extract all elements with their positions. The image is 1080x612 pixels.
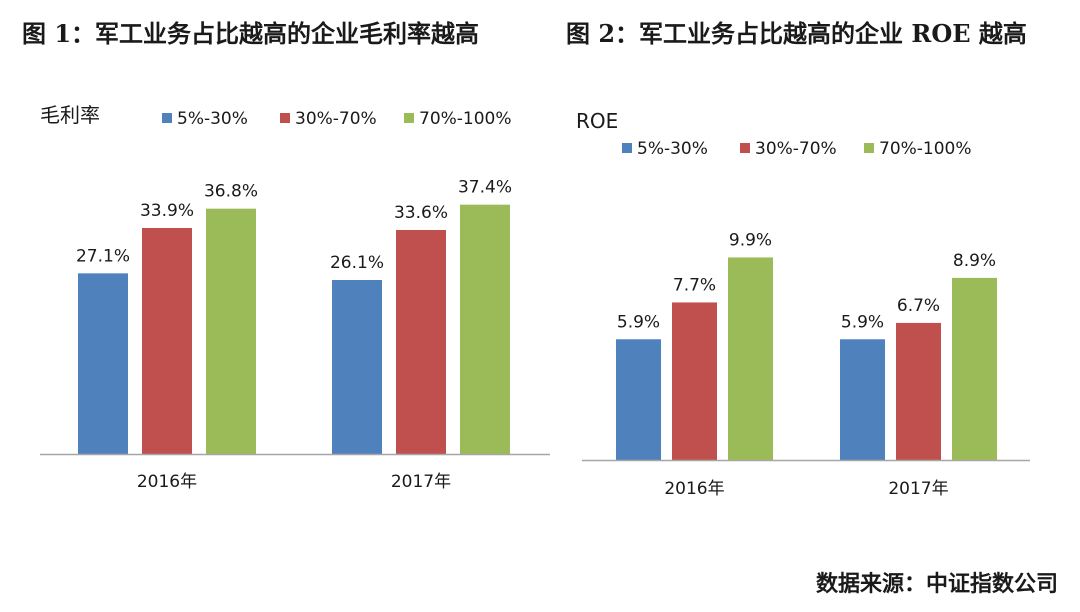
data-label: 8.9% [953, 251, 996, 271]
data-label: 37.4% [458, 178, 512, 198]
gross-margin-chart: 毛利率 5%-30% 30%-70% 70%-100% 27.1% 33.9% 36.8% 2… [40, 103, 550, 492]
y-axis-label: 毛利率 [40, 103, 100, 127]
category-label: 2017年 [888, 479, 948, 499]
legend-swatch [404, 113, 414, 123]
bar [460, 204, 510, 454]
legend-label: 30%-70% [755, 139, 837, 159]
source-note: 数据来源：中证指数公司 [815, 572, 1058, 597]
figure-2-title: 图 2：军工业务占比越高的企业 ROE 越高 [566, 19, 1027, 48]
legend-label: 30%-70% [295, 109, 377, 129]
category-label: 2017年 [391, 472, 451, 492]
category-label: 2016年 [137, 472, 197, 492]
data-label: 33.9% [140, 201, 194, 221]
legend-label: 70%-100% [419, 109, 512, 129]
legend-label: 70%-100% [879, 139, 972, 159]
data-label: 33.6% [394, 203, 448, 223]
data-label: 7.7% [673, 275, 716, 295]
y-axis-label: ROE [576, 109, 618, 133]
bar [332, 280, 382, 454]
legend-swatch [280, 113, 290, 123]
legend-swatch [740, 143, 750, 153]
data-label: 5.9% [841, 312, 884, 332]
legend-label: 5%-30% [177, 109, 248, 129]
roe-chart: ROE 5%-30% 30%-70% 70%-100% 5.9% 7.7% 9.9% 2016… [576, 109, 1030, 499]
data-label: 26.1% [330, 253, 384, 273]
legend-label: 5%-30% [637, 139, 708, 159]
category-label: 2016年 [664, 479, 724, 499]
bar [142, 228, 192, 454]
bar [78, 273, 128, 454]
bar [896, 322, 941, 460]
bar [616, 339, 661, 460]
legend-swatch [162, 113, 172, 123]
data-label: 36.8% [204, 182, 258, 202]
figure-1-title: 图 1：军工业务占比越高的企业毛利率越高 [22, 19, 480, 48]
bar [396, 230, 446, 454]
legend-swatch [864, 143, 874, 153]
bar [206, 208, 256, 454]
data-label: 9.9% [729, 230, 772, 250]
data-label: 5.9% [617, 312, 660, 332]
legend-swatch [622, 143, 632, 153]
bar [952, 277, 997, 460]
bar [840, 339, 885, 460]
data-label: 6.7% [897, 296, 940, 316]
bar [672, 302, 717, 460]
bar [728, 257, 773, 460]
data-label: 27.1% [76, 246, 130, 266]
